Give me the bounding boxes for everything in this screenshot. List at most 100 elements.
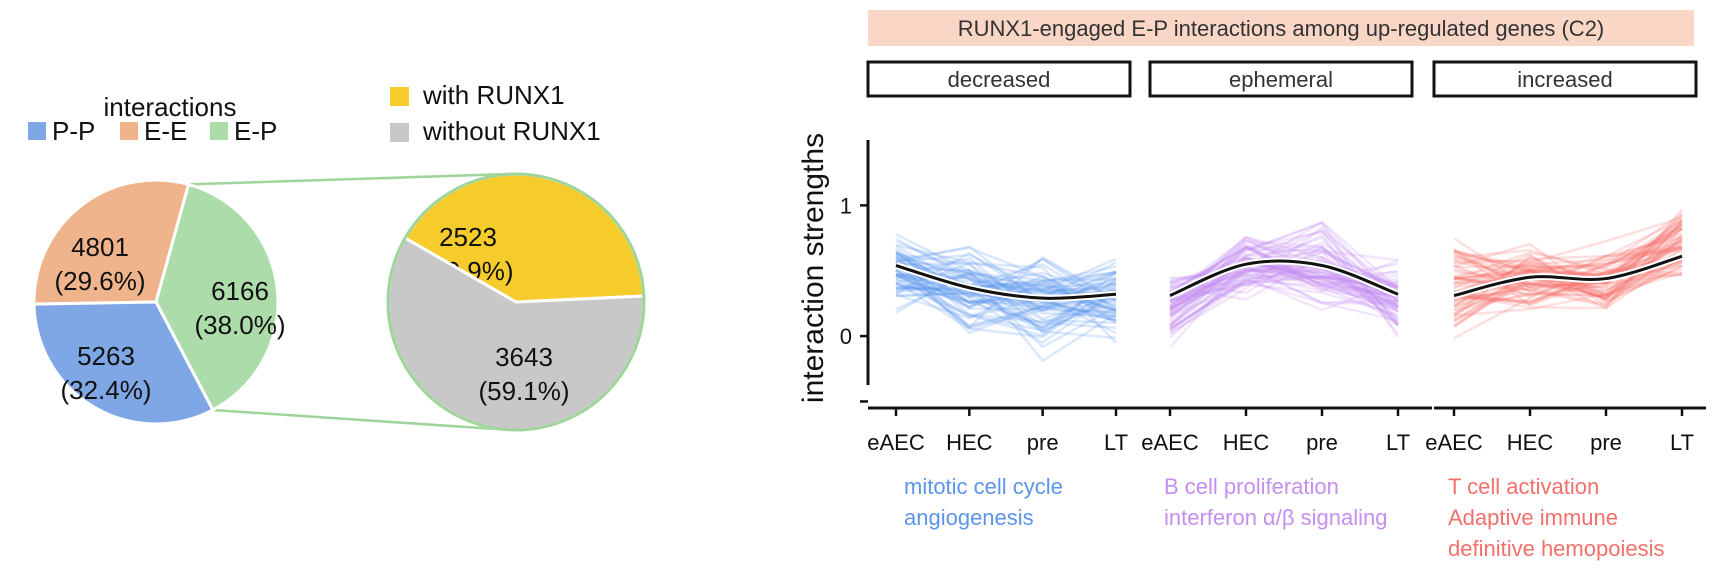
facet-panel-ephemeral: ephemeral eAEC HEC pre LT B cell proliferatio… bbox=[1141, 60, 1432, 530]
trajectory-line bbox=[895, 268, 1117, 335]
trajectory-line bbox=[1169, 255, 1399, 317]
trajectory-line bbox=[1169, 276, 1399, 331]
legend-swatch-without-runx1 bbox=[390, 123, 409, 142]
slice-count-label: 6166 bbox=[211, 276, 269, 306]
trajectory-line bbox=[1169, 246, 1399, 328]
facet-strip-label: increased bbox=[1517, 67, 1612, 92]
pie-runx1-ep: 2523(40.9%)3643(59.1%) bbox=[386, 172, 646, 432]
trajectory-line bbox=[1453, 235, 1683, 329]
trajectory-line bbox=[895, 258, 1117, 335]
legend-label-e-p: E-P bbox=[234, 116, 277, 146]
trajectory-line bbox=[895, 257, 1117, 309]
trajectory-line bbox=[1169, 235, 1399, 308]
trajectory-line bbox=[895, 263, 1117, 305]
enriched-term-label: B cell proliferation bbox=[1164, 474, 1339, 499]
trajectory-line bbox=[895, 257, 1117, 311]
facet-panel-increased: increased eAEC HEC pre LT T cell activation Ad… bbox=[1425, 60, 1706, 561]
trajectory-line bbox=[895, 291, 1117, 340]
trajectory-line bbox=[1169, 230, 1399, 308]
facet-strip-increased bbox=[1432, 60, 1698, 98]
line-chart: RUNX1-engaged E-P interactions among up-… bbox=[797, 10, 1706, 561]
trajectory-line bbox=[1169, 258, 1399, 326]
pie-slice-p-p bbox=[32, 300, 215, 426]
trajectory-line bbox=[1169, 260, 1399, 312]
individual-trajectories bbox=[1169, 220, 1400, 349]
x-tick-label: HEC bbox=[1507, 430, 1554, 455]
trajectory-line bbox=[1169, 283, 1399, 316]
trajectory-line bbox=[895, 272, 1117, 328]
legend-swatch-with-runx1 bbox=[390, 87, 409, 106]
trajectory-line bbox=[895, 246, 1117, 308]
connector-line-top bbox=[188, 172, 511, 186]
trajectory-line bbox=[895, 256, 1117, 324]
enriched-term-label: angiogenesis bbox=[904, 505, 1034, 530]
trajectory-line bbox=[895, 281, 1117, 339]
trajectory-line bbox=[895, 245, 1117, 305]
trajectory-line bbox=[1453, 234, 1683, 303]
trajectory-line bbox=[1453, 245, 1683, 293]
trajectory-line bbox=[1453, 216, 1683, 301]
facet-strip-label: ephemeral bbox=[1229, 67, 1333, 92]
trajectory-line bbox=[895, 277, 1117, 332]
legend-swatch-e-e bbox=[120, 122, 138, 140]
trajectory-line bbox=[1453, 255, 1683, 310]
slice-count-label: 5263 bbox=[77, 341, 135, 371]
trajectory-line bbox=[1453, 218, 1683, 290]
trajectory-line bbox=[895, 254, 1117, 315]
x-tick-label: LT bbox=[1670, 430, 1694, 455]
trajectory-line bbox=[1169, 269, 1399, 327]
facet-strip-decreased bbox=[866, 60, 1132, 98]
trajectory-line bbox=[1453, 273, 1683, 308]
chart-title: RUNX1-engaged E-P interactions among up-… bbox=[958, 16, 1605, 41]
enriched-term-label: Adaptive immune bbox=[1448, 505, 1618, 530]
legend-title: interactions bbox=[104, 92, 237, 122]
x-tick-label: HEC bbox=[946, 430, 993, 455]
trajectory-line bbox=[895, 233, 1117, 296]
trajectory-line bbox=[1169, 266, 1399, 309]
trajectory-line bbox=[1169, 233, 1399, 336]
x-tick-label: HEC bbox=[1223, 430, 1270, 455]
trajectory-line bbox=[895, 252, 1117, 349]
trajectory-line bbox=[1453, 252, 1683, 312]
trajectory-line bbox=[895, 270, 1117, 338]
trajectory-line bbox=[1453, 215, 1683, 295]
x-tick-label: eAEC bbox=[867, 430, 925, 455]
trajectory-line bbox=[1453, 246, 1683, 315]
y-tick-label: 1 bbox=[840, 193, 852, 218]
trajectory-line bbox=[895, 271, 1117, 292]
y-tick-label: 0 bbox=[840, 324, 852, 349]
facet-panel-decreased: decreased eAEC HEC pre LT mitotic cell cycle a… bbox=[866, 60, 1150, 530]
trajectory-line bbox=[1453, 242, 1683, 303]
pie-interaction-types: 4801 (29.6%) 6166 (38.0%) 5263 (32.4%) bbox=[32, 178, 286, 426]
trajectory-line bbox=[1453, 213, 1683, 317]
chart-title-background bbox=[868, 10, 1694, 46]
trajectory-line bbox=[895, 252, 1117, 312]
trajectory-line bbox=[895, 281, 1117, 329]
trajectory-line bbox=[1453, 248, 1683, 294]
connector-line-bottom bbox=[212, 408, 511, 432]
x-tick-label: LT bbox=[1104, 430, 1128, 455]
trajectory-line bbox=[1453, 273, 1683, 303]
y-axis-label: interaction strengths bbox=[797, 133, 830, 403]
trajectory-line bbox=[1169, 267, 1399, 339]
enriched-term-label: interferon α/β signaling bbox=[1164, 505, 1388, 530]
trajectory-line bbox=[895, 261, 1117, 344]
trajectory-line bbox=[895, 261, 1117, 300]
trajectory-line bbox=[1453, 224, 1683, 304]
pie-slice-e-e bbox=[32, 178, 191, 306]
trajectory-line bbox=[1169, 268, 1399, 317]
slice-count-label: 2523 bbox=[439, 222, 497, 252]
enriched-term-label: mitotic cell cycle bbox=[904, 474, 1063, 499]
trajectory-line bbox=[1169, 275, 1399, 303]
trajectory-line bbox=[1169, 240, 1399, 321]
trajectory-line bbox=[1453, 218, 1683, 307]
trajectory-line bbox=[1453, 237, 1683, 293]
legend-swatch-e-p bbox=[210, 122, 228, 140]
trajectory-line bbox=[1169, 279, 1399, 322]
trajectory-line bbox=[1453, 258, 1683, 297]
trajectory-line bbox=[1169, 265, 1399, 310]
trajectory-line bbox=[1169, 220, 1399, 310]
trajectory-line bbox=[1169, 236, 1399, 297]
enriched-term-label: definitive hemopoiesis bbox=[1448, 536, 1664, 561]
mean-trend-line bbox=[1453, 254, 1683, 298]
